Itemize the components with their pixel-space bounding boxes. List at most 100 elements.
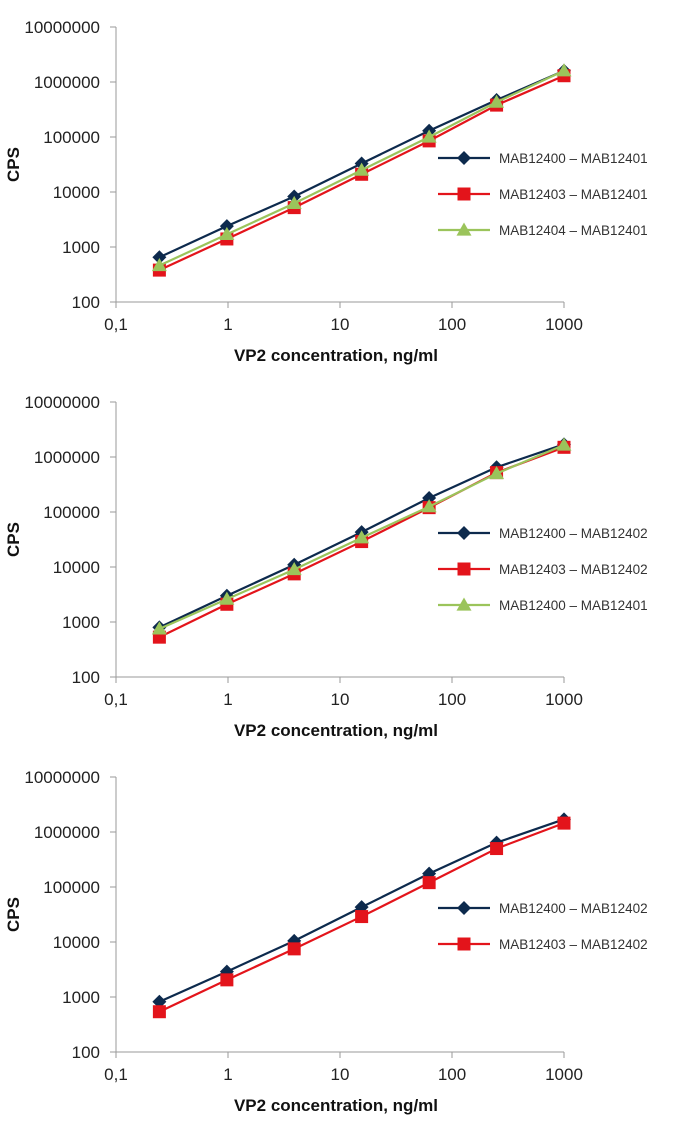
legend-label: MAB12403 – MAB12402 [499, 562, 648, 577]
data-point [489, 466, 505, 480]
y-tick-label: 100000 [43, 878, 100, 897]
x-tick-label: 0,1 [104, 690, 128, 709]
data-point [219, 591, 235, 605]
x-tick-label: 100 [438, 315, 466, 334]
legend-label: MAB12400 – MAB12401 [499, 598, 648, 613]
x-tick-label: 1 [223, 690, 232, 709]
legend-item: MAB12403 – MAB12402 [438, 937, 648, 952]
legend-label: MAB12404 – MAB12401 [499, 223, 648, 238]
legend-marker [457, 562, 471, 576]
legend-marker [456, 597, 472, 611]
chart-panel-2: 100 1000 10000 100000 1000000 10000000 0,1 1 10 1… [0, 375, 677, 750]
data-point [286, 562, 302, 576]
series-3 [151, 63, 572, 272]
x-tick-label: 1 [223, 1065, 232, 1084]
legend-item: MAB12404 – MAB12401 [438, 222, 648, 238]
data-point [490, 842, 504, 856]
data-point [355, 910, 369, 924]
y-tick-label: 10000 [53, 933, 100, 952]
x-axis-title: VP2 concentration, ng/ml [234, 721, 438, 740]
legend-marker [457, 937, 471, 951]
legend-item: MAB12400 – MAB12402 [438, 901, 648, 916]
data-point [422, 490, 437, 505]
y-axis-title: CPS [4, 147, 23, 182]
x-tick-label: 1 [223, 315, 232, 334]
x-tick-label: 10 [331, 315, 350, 334]
y-tick-label: 100 [72, 668, 100, 687]
data-point [220, 973, 234, 987]
data-point [422, 876, 436, 890]
legend-item: MAB12400 – MAB12401 [438, 151, 648, 166]
data-point [152, 1005, 166, 1019]
y-tick-label: 100000 [43, 128, 100, 147]
legend-label: MAB12400 – MAB12402 [499, 526, 648, 541]
chart-2: 100 1000 10000 100000 1000000 10000000 0,1 1 10 1… [4, 393, 648, 740]
y-tick-label: 100 [72, 1043, 100, 1062]
legend: MAB12400 – MAB12402 MAB12403 – MAB12402 MA… [438, 526, 648, 613]
chart-1: 100 1000 10000 100000 1000000 10000000 0,1 1 10 1… [4, 18, 648, 365]
data-point [421, 499, 437, 513]
y-axis-title: CPS [4, 522, 23, 557]
x-tick-label: 100 [438, 1065, 466, 1084]
x-tick-label: 1000 [545, 315, 583, 334]
y-tick-label: 10000 [53, 183, 100, 202]
data-point [556, 437, 572, 451]
data-point [287, 942, 301, 956]
x-axis-title: VP2 concentration, ng/ml [234, 346, 438, 365]
data-point [556, 63, 572, 77]
data-point [151, 621, 167, 635]
data-point [354, 530, 370, 544]
x-tick-label: 1000 [545, 690, 583, 709]
legend-item: MAB12403 – MAB12401 [438, 187, 648, 202]
y-tick-label: 10000 [53, 558, 100, 577]
legend-label: MAB12403 – MAB12402 [499, 937, 648, 952]
legend-marker [456, 222, 472, 236]
chart-3: 100 1000 10000 100000 1000000 10000000 0,1 1 10 1… [4, 768, 648, 1115]
y-tick-label: 10000000 [24, 18, 100, 37]
data-point [489, 94, 505, 108]
chart-panel-3: 100 1000 10000 100000 1000000 10000000 0,1 1 10 1… [0, 750, 677, 1125]
legend-label: MAB12400 – MAB12401 [499, 151, 648, 166]
series-2 [152, 816, 571, 1019]
data-point [152, 250, 167, 265]
x-tick-label: 100 [438, 690, 466, 709]
y-tick-label: 1000 [62, 238, 100, 257]
chart-panel-1: 100 1000 10000 100000 1000000 10000000 0,1 1 10 1… [0, 0, 677, 375]
y-tick-label: 1000 [62, 613, 100, 632]
legend-label: MAB12403 – MAB12401 [499, 187, 648, 202]
y-tick-label: 1000 [62, 988, 100, 1007]
x-tick-label: 0,1 [104, 315, 128, 334]
y-tick-label: 1000000 [34, 73, 100, 92]
x-tick-label: 10 [331, 1065, 350, 1084]
data-point [557, 816, 571, 830]
legend-marker [457, 151, 471, 165]
data-point [421, 129, 437, 143]
x-tick-label: 10 [331, 690, 350, 709]
legend: MAB12400 – MAB12401 MAB12403 – MAB12401 MA… [438, 151, 648, 238]
legend-item: MAB12403 – MAB12402 [438, 562, 648, 577]
data-point [422, 866, 437, 881]
data-point [354, 162, 370, 176]
y-tick-label: 10000000 [24, 393, 100, 412]
y-tick-label: 100000 [43, 503, 100, 522]
data-point [219, 219, 234, 234]
data-point [286, 195, 302, 210]
x-tick-label: 1000 [545, 1065, 583, 1084]
series-3 [151, 437, 572, 635]
x-tick-label: 0,1 [104, 1065, 128, 1084]
data-point [151, 258, 167, 272]
legend-marker [457, 526, 471, 540]
y-axis-title: CPS [4, 897, 23, 932]
legend-label: MAB12400 – MAB12402 [499, 901, 648, 916]
y-tick-label: 10000000 [24, 768, 100, 787]
x-axis-title: VP2 concentration, ng/ml [234, 1096, 438, 1115]
legend-marker [457, 901, 471, 915]
y-tick-label: 100 [72, 293, 100, 312]
y-tick-label: 1000000 [34, 823, 100, 842]
y-tick-label: 1000000 [34, 448, 100, 467]
legend-item: MAB12400 – MAB12401 [438, 597, 648, 613]
data-point [219, 226, 235, 240]
legend: MAB12400 – MAB12402 MAB12403 – MAB12402 [438, 901, 648, 952]
legend-marker [457, 187, 471, 201]
legend-item: MAB12400 – MAB12402 [438, 526, 648, 541]
